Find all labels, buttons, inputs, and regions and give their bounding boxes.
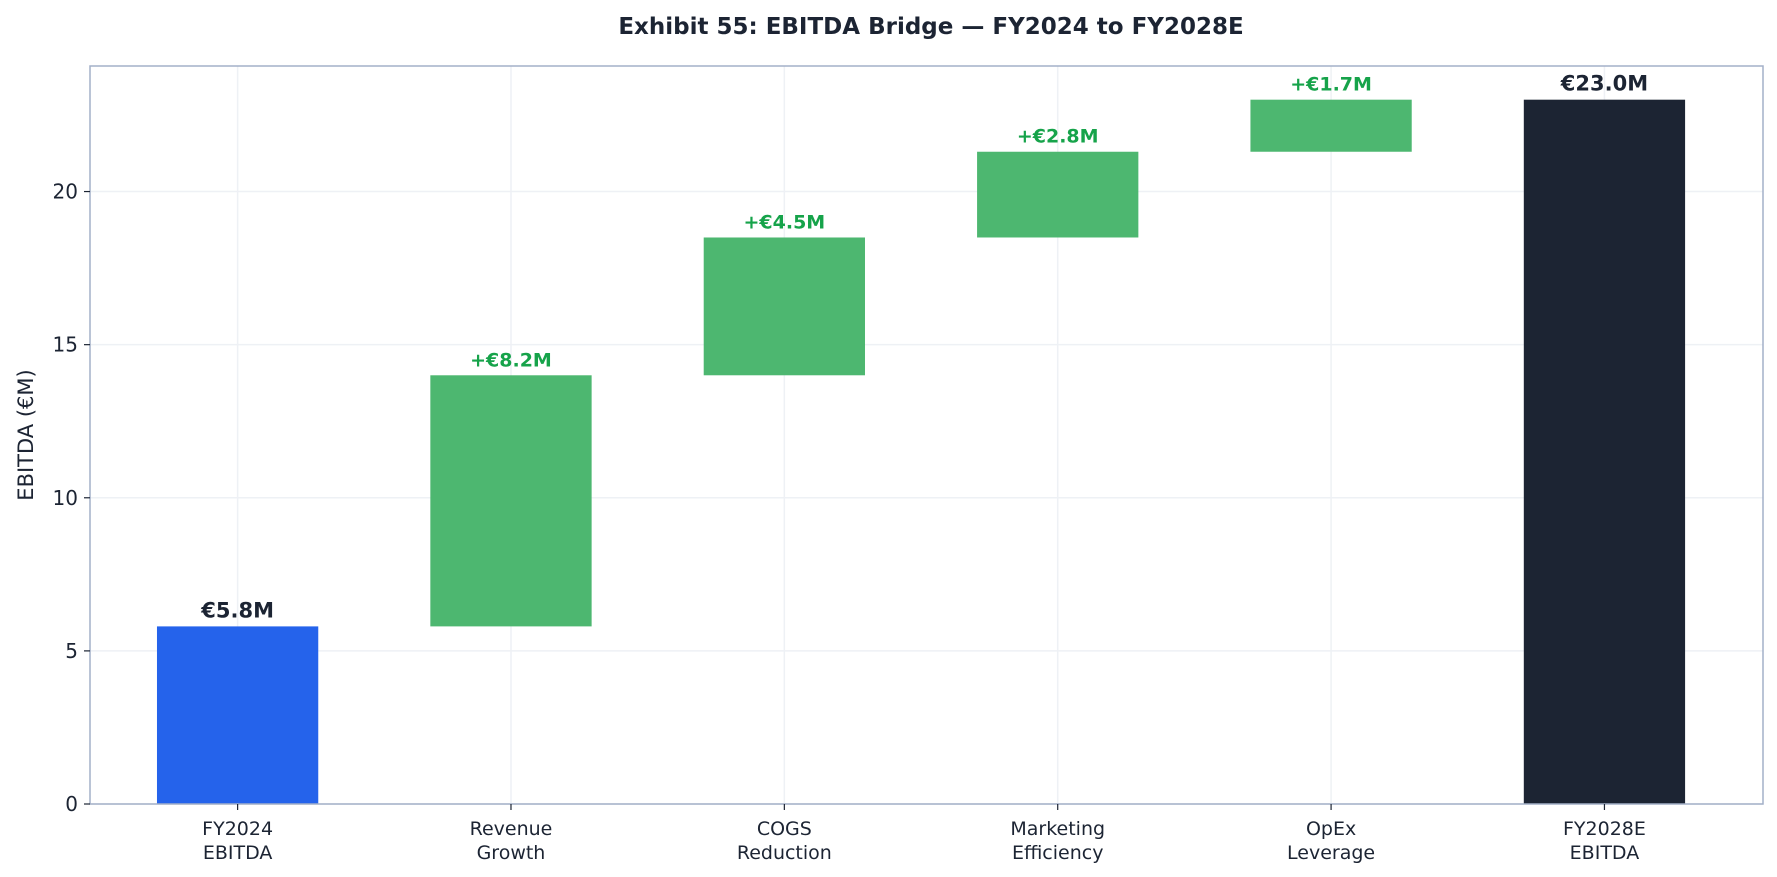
bar-value-label: +€1.7M bbox=[1290, 74, 1372, 96]
bar-increase bbox=[977, 151, 1139, 238]
bar-increase bbox=[703, 237, 865, 376]
bar-value-label: €5.8M bbox=[200, 598, 274, 622]
x-tick-label: OpEx bbox=[1306, 818, 1356, 840]
y-tick-label: 5 bbox=[65, 639, 78, 663]
x-tick-label: Efficiency bbox=[1012, 842, 1104, 864]
chart-title: Exhibit 55: EBITDA Bridge — FY2024 to FY… bbox=[618, 14, 1243, 40]
y-tick-label: 15 bbox=[53, 333, 78, 357]
x-tick-label: Reduction bbox=[737, 842, 832, 864]
bar-increase bbox=[1250, 99, 1412, 152]
y-tick-label: 10 bbox=[53, 486, 78, 510]
x-tick-label: Growth bbox=[477, 842, 546, 864]
bar-value-label: €23.0M bbox=[1560, 72, 1648, 96]
plot-frame bbox=[89, 65, 1764, 805]
x-tick-label: Revenue bbox=[470, 818, 553, 840]
bar-total bbox=[156, 626, 319, 804]
bar-total-end bbox=[1523, 99, 1686, 805]
bar-increase bbox=[430, 375, 592, 627]
x-tick-label: Marketing bbox=[1010, 818, 1105, 840]
x-tick-label: FY2028E bbox=[1563, 818, 1646, 840]
x-tick-label: EBITDA bbox=[1570, 842, 1640, 864]
bar-value-label: +€4.5M bbox=[743, 211, 825, 233]
y-tick-label: 20 bbox=[53, 180, 78, 204]
x-tick-label: FY2024 bbox=[202, 818, 273, 840]
x-tick-label: EBITDA bbox=[203, 842, 273, 864]
bar-value-label: +€8.2M bbox=[470, 349, 552, 371]
y-tick-label: 0 bbox=[65, 792, 78, 816]
y-axis-label: EBITDA (€M) bbox=[14, 369, 38, 500]
bar-value-label: +€2.8M bbox=[1017, 126, 1099, 148]
x-tick-label: Leverage bbox=[1287, 842, 1375, 864]
x-tick-label: COGS bbox=[757, 818, 812, 840]
